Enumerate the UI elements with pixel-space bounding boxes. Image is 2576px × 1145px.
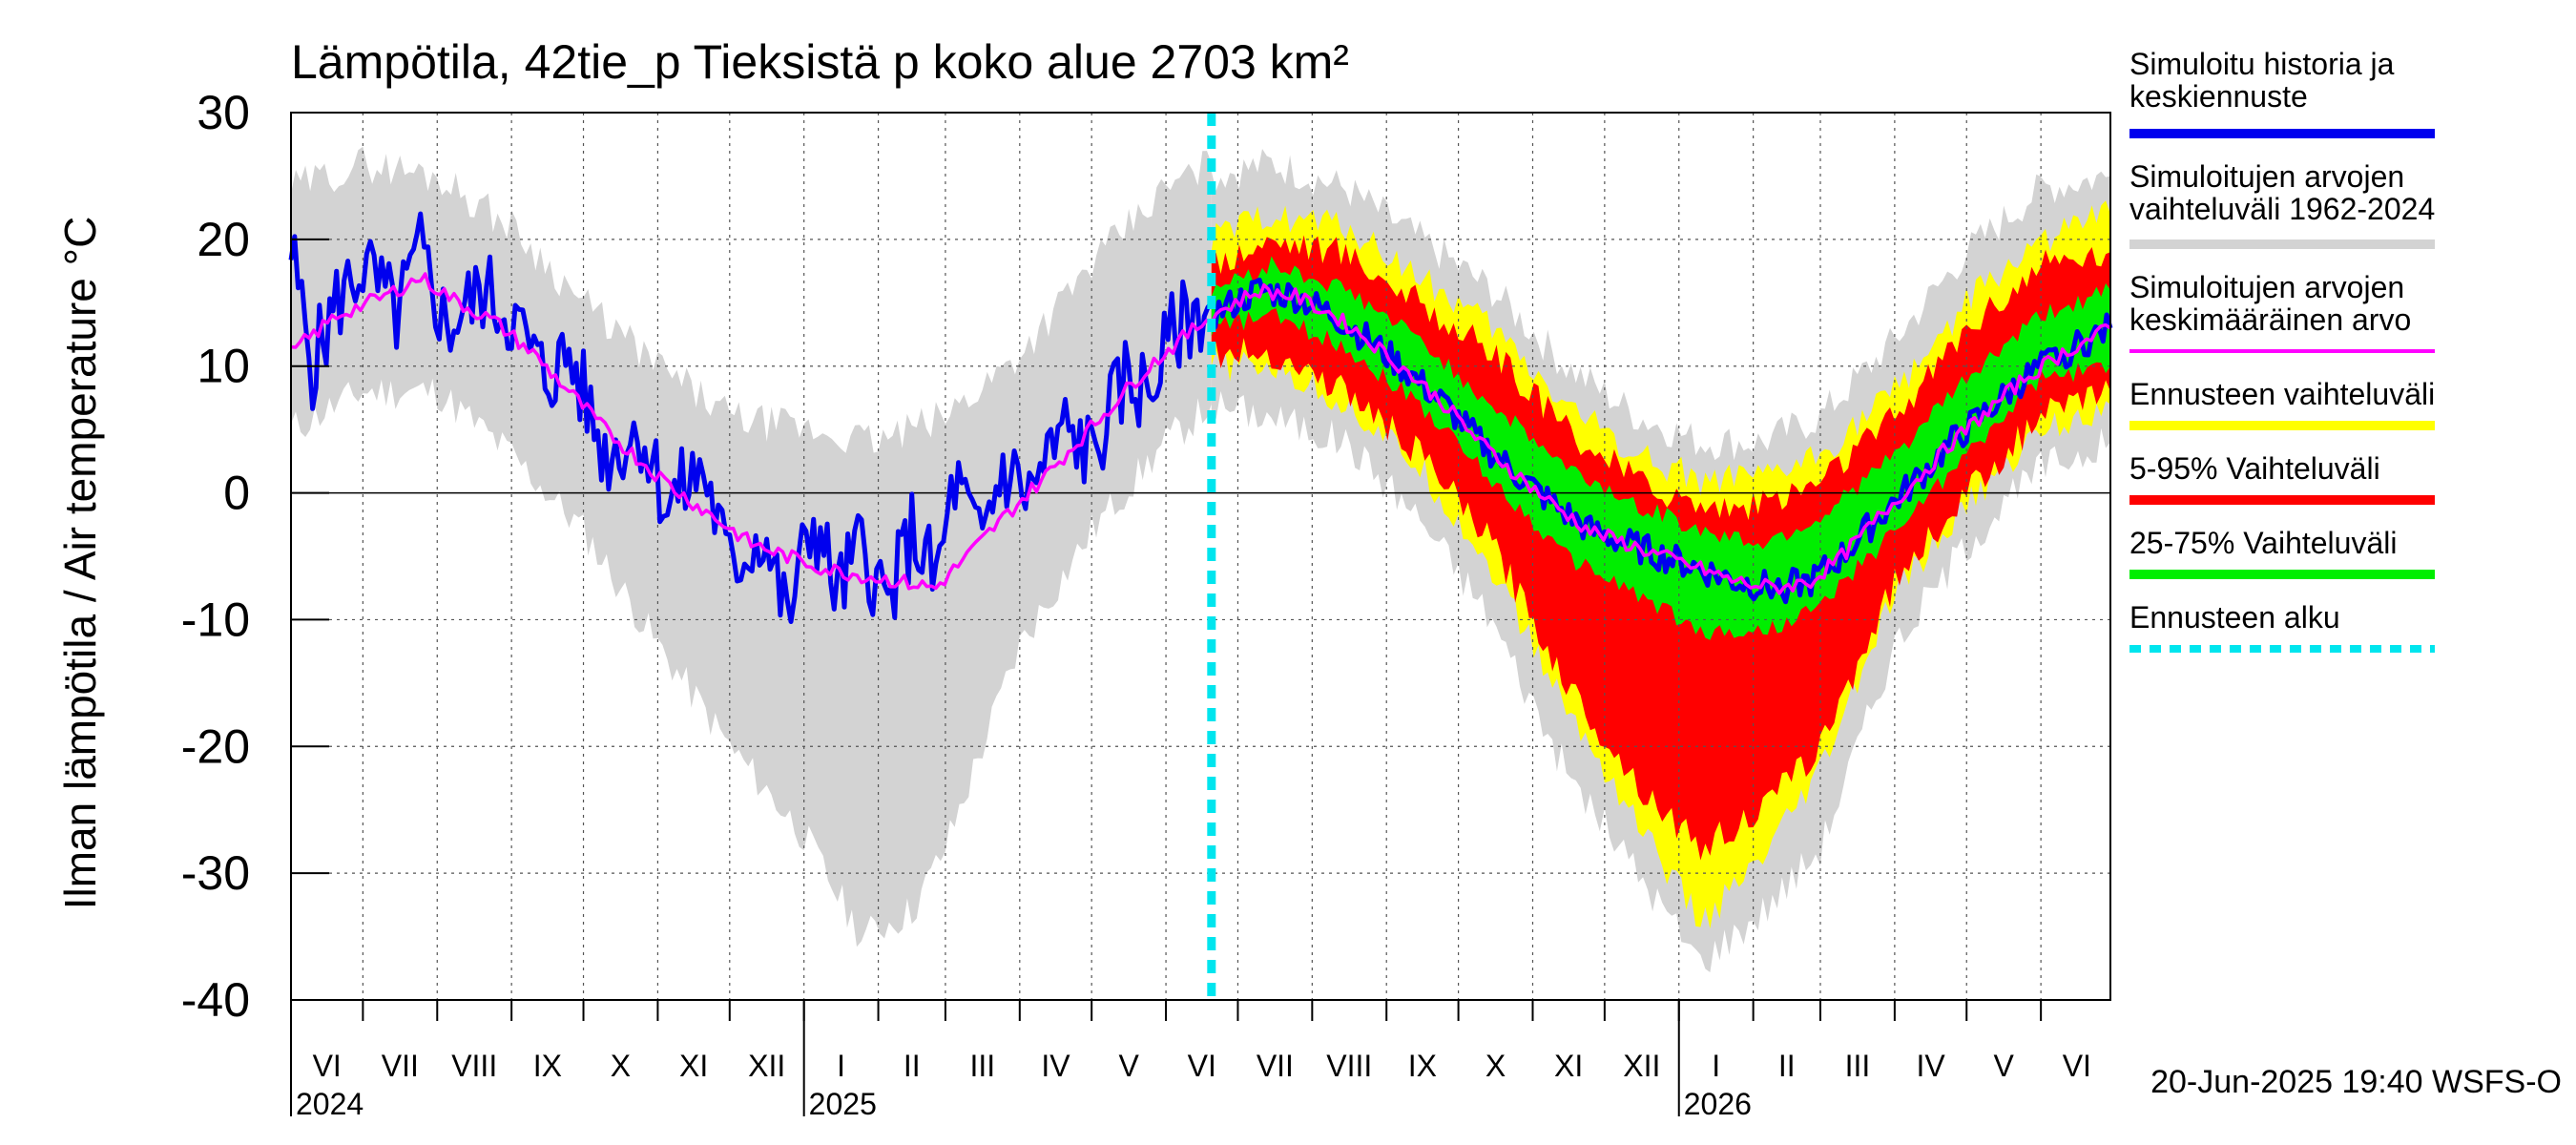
- x-month-label: IX: [533, 1049, 562, 1083]
- legend-label: vaihteluväli 1962-2024: [2129, 192, 2435, 226]
- chart-title: Lämpötila, 42tie_p Tieksistä p koko alue…: [291, 35, 1349, 89]
- x-month-label: XI: [1554, 1049, 1583, 1083]
- legend-label: Ennusteen vaihteluväli: [2129, 377, 2435, 411]
- x-month-label: VIII: [451, 1049, 497, 1083]
- x-year-label: 2024: [296, 1087, 364, 1121]
- y-tick-label: 0: [223, 467, 250, 520]
- x-month-label: XI: [679, 1049, 708, 1083]
- legend-label: Ennusteen alku: [2129, 600, 2340, 635]
- x-month-label: III: [970, 1049, 996, 1083]
- x-month-label: I: [1712, 1049, 1720, 1083]
- x-month-label: X: [1485, 1049, 1506, 1083]
- legend-label: Simuloitujen arvojen: [2129, 159, 2404, 194]
- grid-layer: [291, 113, 2110, 1000]
- frame-layer: [290, 112, 2111, 1001]
- x-month-label: XII: [1623, 1049, 1660, 1083]
- legend-label: keskiennuste: [2129, 79, 2308, 114]
- y-axis-label: Ilman lämpötila / Air temperature °C: [55, 217, 105, 910]
- y-axis: 30 20 10 0 -10 -20 -30 -40: [181, 86, 329, 1027]
- x-month-label: VI: [2063, 1049, 2091, 1083]
- x-month-label: IV: [1916, 1049, 1945, 1083]
- legend-label: Simuloitujen arvojen: [2129, 270, 2404, 304]
- x-year-label: 2025: [809, 1087, 877, 1121]
- x-month-label: VII: [1257, 1049, 1294, 1083]
- x-axis: VI VII VIII IX X XI XII I II III IV V VI VII VIII IX X XI…: [290, 1000, 2091, 1121]
- legend-label: 5-95% Vaihteluväli: [2129, 451, 2380, 486]
- y-tick-label: -30: [181, 846, 250, 900]
- x-month-label: V: [1994, 1049, 2015, 1083]
- x-month-label: VII: [382, 1049, 419, 1083]
- legend-label: Simuloitu historia ja: [2129, 47, 2395, 81]
- bands-layer: [291, 146, 2110, 972]
- y-tick-label: 20: [197, 213, 250, 266]
- y-tick-label: -10: [181, 593, 250, 646]
- legend-label: 25-75% Vaihteluväli: [2129, 526, 2397, 560]
- x-month-label: IV: [1041, 1049, 1070, 1083]
- forecast-mean-line: [1209, 277, 2113, 605]
- x-month-label: II: [1778, 1049, 1796, 1083]
- x-year-label: 2026: [1684, 1087, 1752, 1121]
- x-month-label: VIII: [1326, 1049, 1372, 1083]
- average-line: [290, 272, 2111, 595]
- y-tick-label: -40: [181, 973, 250, 1027]
- y-tick-label: -20: [181, 719, 250, 773]
- x-month-label: III: [1845, 1049, 1871, 1083]
- y-tick-label: 30: [197, 86, 250, 139]
- x-month-label: VI: [313, 1049, 342, 1083]
- footer-timestamp: 20-Jun-2025 19:40 WSFS-O: [2150, 1064, 2562, 1100]
- simulated-history-line: [288, 211, 1214, 624]
- x-month-label: IX: [1408, 1049, 1437, 1083]
- legend-label: keskimääräinen arvo: [2129, 302, 2411, 337]
- x-month-label: V: [1118, 1049, 1139, 1083]
- lines-layer: [288, 113, 2113, 1000]
- x-month-label: I: [837, 1049, 845, 1083]
- y-tick-label: 10: [197, 340, 250, 393]
- x-month-label: II: [904, 1049, 921, 1083]
- x-month-label: VI: [1188, 1049, 1216, 1083]
- x-month-label: XII: [748, 1049, 785, 1083]
- x-month-label: X: [611, 1049, 631, 1083]
- plot-frame: [290, 112, 2111, 1001]
